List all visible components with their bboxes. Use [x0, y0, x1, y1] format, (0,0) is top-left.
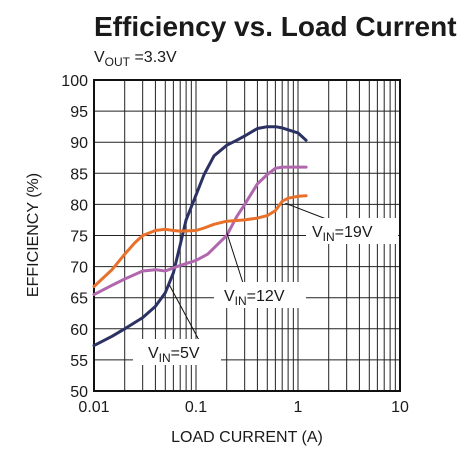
- series-labels: VIN=5V VIN=12V VIN=19V: [133, 202, 398, 365]
- x-tick-label: 0.01: [78, 399, 109, 416]
- y-tick-label: 50: [70, 384, 88, 401]
- y-tick-label: 60: [70, 322, 88, 339]
- y-tick-label: 55: [70, 353, 88, 370]
- y-tick-label: 65: [70, 291, 88, 308]
- series-line-2: [92, 194, 308, 288]
- y-tick-label: 100: [61, 73, 88, 90]
- x-tick-labels: 0.01 0.1 1 10: [78, 399, 409, 416]
- y-tick-label: 95: [70, 104, 88, 121]
- series-lines: [92, 125, 308, 348]
- y-tick-label: 70: [70, 260, 88, 277]
- x-tick-label: 1: [294, 399, 303, 416]
- series-line-1: [92, 165, 308, 297]
- plot-frame: [93, 79, 401, 392]
- x-axis-label: LOAD CURRENT (A): [171, 429, 323, 446]
- label-background: [214, 282, 306, 308]
- leader-line: [226, 232, 244, 284]
- y-tick-label: 75: [70, 229, 88, 246]
- y-tick-label: 80: [70, 197, 88, 214]
- series-label-2: VIN=19V: [312, 224, 373, 244]
- x-tick-label: 0.1: [185, 399, 207, 416]
- chart-title: Efficiency vs. Load Current: [94, 11, 457, 42]
- y-tick-label: 85: [70, 166, 88, 183]
- chart-subtitle: VOUT =3.3V: [94, 49, 177, 69]
- series-line-0: [92, 125, 308, 348]
- series-label-1: VIN=12V: [224, 288, 285, 308]
- label-background: [133, 339, 221, 365]
- x-tick-label: 10: [391, 399, 409, 416]
- y-axis-label: EFFICIENCY (%): [25, 173, 42, 297]
- y-tick-label: 90: [70, 135, 88, 152]
- label-background: [306, 218, 398, 244]
- leader-line: [169, 285, 201, 343]
- y-tick-labels: 50 55 60 65 70 75 80 85 90 95 100: [61, 73, 88, 401]
- series-label-0: VIN=5V: [148, 345, 200, 365]
